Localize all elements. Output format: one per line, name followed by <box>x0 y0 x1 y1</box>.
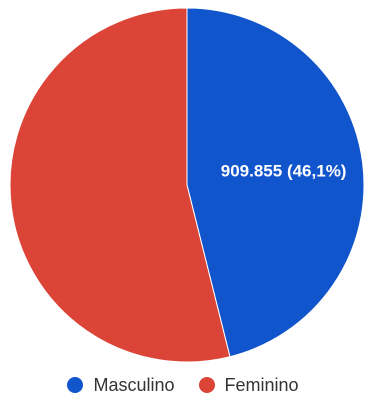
legend-label-masculino: Masculino <box>93 374 175 395</box>
pie-slice-label-masculino: 909.855 (46,1%) <box>221 162 347 181</box>
legend-swatch-masculino <box>67 377 84 393</box>
pie-slice-masculino[interactable] <box>186 7 365 358</box>
pie-slices <box>9 7 365 363</box>
legend-label-feminino: Feminino <box>224 374 299 395</box>
pie-slice-feminino[interactable] <box>9 7 231 363</box>
chart-legend: Masculino Feminino <box>0 372 366 398</box>
legend-swatch-feminino <box>198 377 215 393</box>
pie-slice-labels: 909.855 (46,1%) <box>221 162 347 181</box>
legend-item-masculino[interactable]: Masculino <box>67 374 175 396</box>
legend-item-feminino[interactable]: Feminino <box>198 374 299 396</box>
